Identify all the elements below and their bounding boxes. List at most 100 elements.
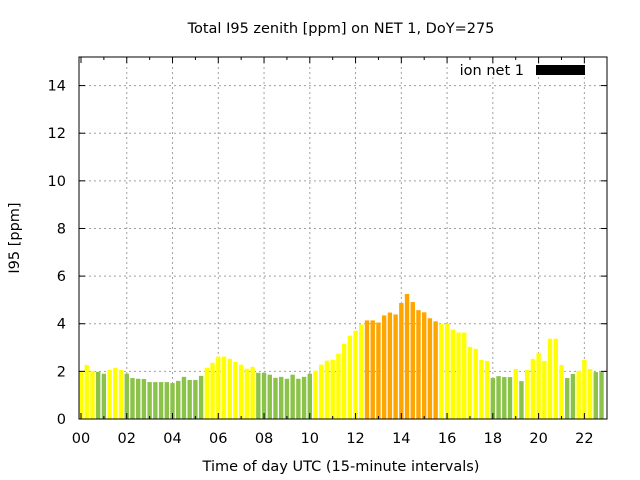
y-tick-label: 4 (57, 317, 66, 333)
bar (147, 382, 152, 419)
bar (284, 378, 290, 419)
bar (130, 378, 135, 419)
bar (136, 378, 141, 419)
bar (233, 361, 238, 419)
plot-frame (78, 56, 608, 420)
bar (502, 377, 507, 419)
bar (256, 372, 261, 419)
bar (176, 380, 181, 419)
bar (427, 318, 433, 419)
bars (79, 293, 604, 419)
bar (479, 359, 484, 419)
bar (530, 358, 536, 419)
x-tick-label: 16 (438, 431, 456, 447)
y-tick-label: 12 (48, 126, 66, 142)
y-axis-label: I95 [ppm] (7, 202, 23, 273)
bar (84, 364, 89, 419)
bar (381, 315, 387, 419)
bar (90, 370, 95, 419)
x-tick-label: 14 (392, 431, 410, 447)
bar (301, 376, 307, 419)
bar (193, 379, 198, 419)
bar (433, 321, 438, 419)
bar (324, 360, 330, 419)
bar (593, 372, 598, 419)
bar (141, 378, 147, 419)
bar (542, 360, 547, 419)
bar (210, 362, 215, 419)
bar (553, 338, 558, 419)
bar (519, 381, 524, 419)
bar (95, 371, 101, 419)
bar (462, 332, 467, 419)
bar (227, 358, 232, 419)
chart-title: Total I95 zenith [ppm] on NET 1, DoY=275 (187, 21, 495, 37)
y-tick-label: 6 (57, 269, 66, 285)
x-tick-label: 04 (163, 431, 181, 447)
bar (290, 374, 295, 419)
bar (524, 369, 530, 419)
bar (364, 320, 370, 419)
bar (118, 369, 124, 419)
bar (422, 312, 427, 419)
bar (198, 375, 204, 419)
bar (170, 383, 175, 419)
bar (370, 320, 375, 419)
bar (181, 376, 187, 419)
bar (399, 303, 404, 419)
bar (221, 356, 227, 419)
x-tick-label: 12 (346, 431, 364, 447)
bar (450, 329, 455, 419)
bar (473, 348, 478, 419)
bar (307, 373, 312, 419)
bar (250, 366, 255, 419)
bar (565, 378, 570, 419)
bar (387, 312, 393, 419)
bar (279, 376, 284, 419)
bar (273, 377, 278, 419)
bar (187, 379, 192, 419)
y-tick-label: 0 (57, 412, 66, 428)
bar (376, 322, 381, 419)
bar (439, 323, 444, 419)
bar (330, 359, 335, 419)
bar (244, 368, 250, 419)
bar (79, 370, 84, 419)
bar (456, 332, 461, 419)
bar (347, 335, 353, 419)
bar (570, 373, 576, 419)
bar (124, 373, 129, 419)
bar (599, 372, 604, 419)
y-axis-ticks: 0 2 4 6 8 10 12 14 (48, 79, 607, 428)
x-tick-label: 18 (484, 431, 502, 447)
x-tick-label: 20 (529, 431, 547, 447)
bar (113, 367, 118, 419)
y-tick-label: 14 (48, 79, 66, 95)
bar (107, 369, 112, 419)
bar (353, 330, 358, 419)
bar (267, 374, 272, 419)
bar (204, 367, 210, 419)
bar (416, 310, 421, 419)
legend-label: ion net 1 (460, 63, 524, 79)
x-tick-label: 02 (118, 431, 136, 447)
y-tick-label: 8 (57, 221, 66, 237)
bar (261, 372, 267, 419)
bar (296, 378, 301, 419)
bar (341, 343, 347, 419)
bar (164, 382, 169, 419)
x-tick-label: 00 (72, 431, 90, 447)
bar (444, 323, 450, 419)
bar (547, 338, 553, 419)
bar (496, 376, 501, 419)
bar (587, 368, 593, 419)
x-tick-label: 06 (209, 431, 227, 447)
bar (393, 314, 398, 419)
y-tick-label: 2 (57, 364, 66, 380)
bar (101, 373, 107, 419)
bar (559, 364, 564, 419)
bar (313, 370, 318, 419)
bar (410, 302, 415, 419)
x-tick-label: 22 (575, 431, 593, 447)
